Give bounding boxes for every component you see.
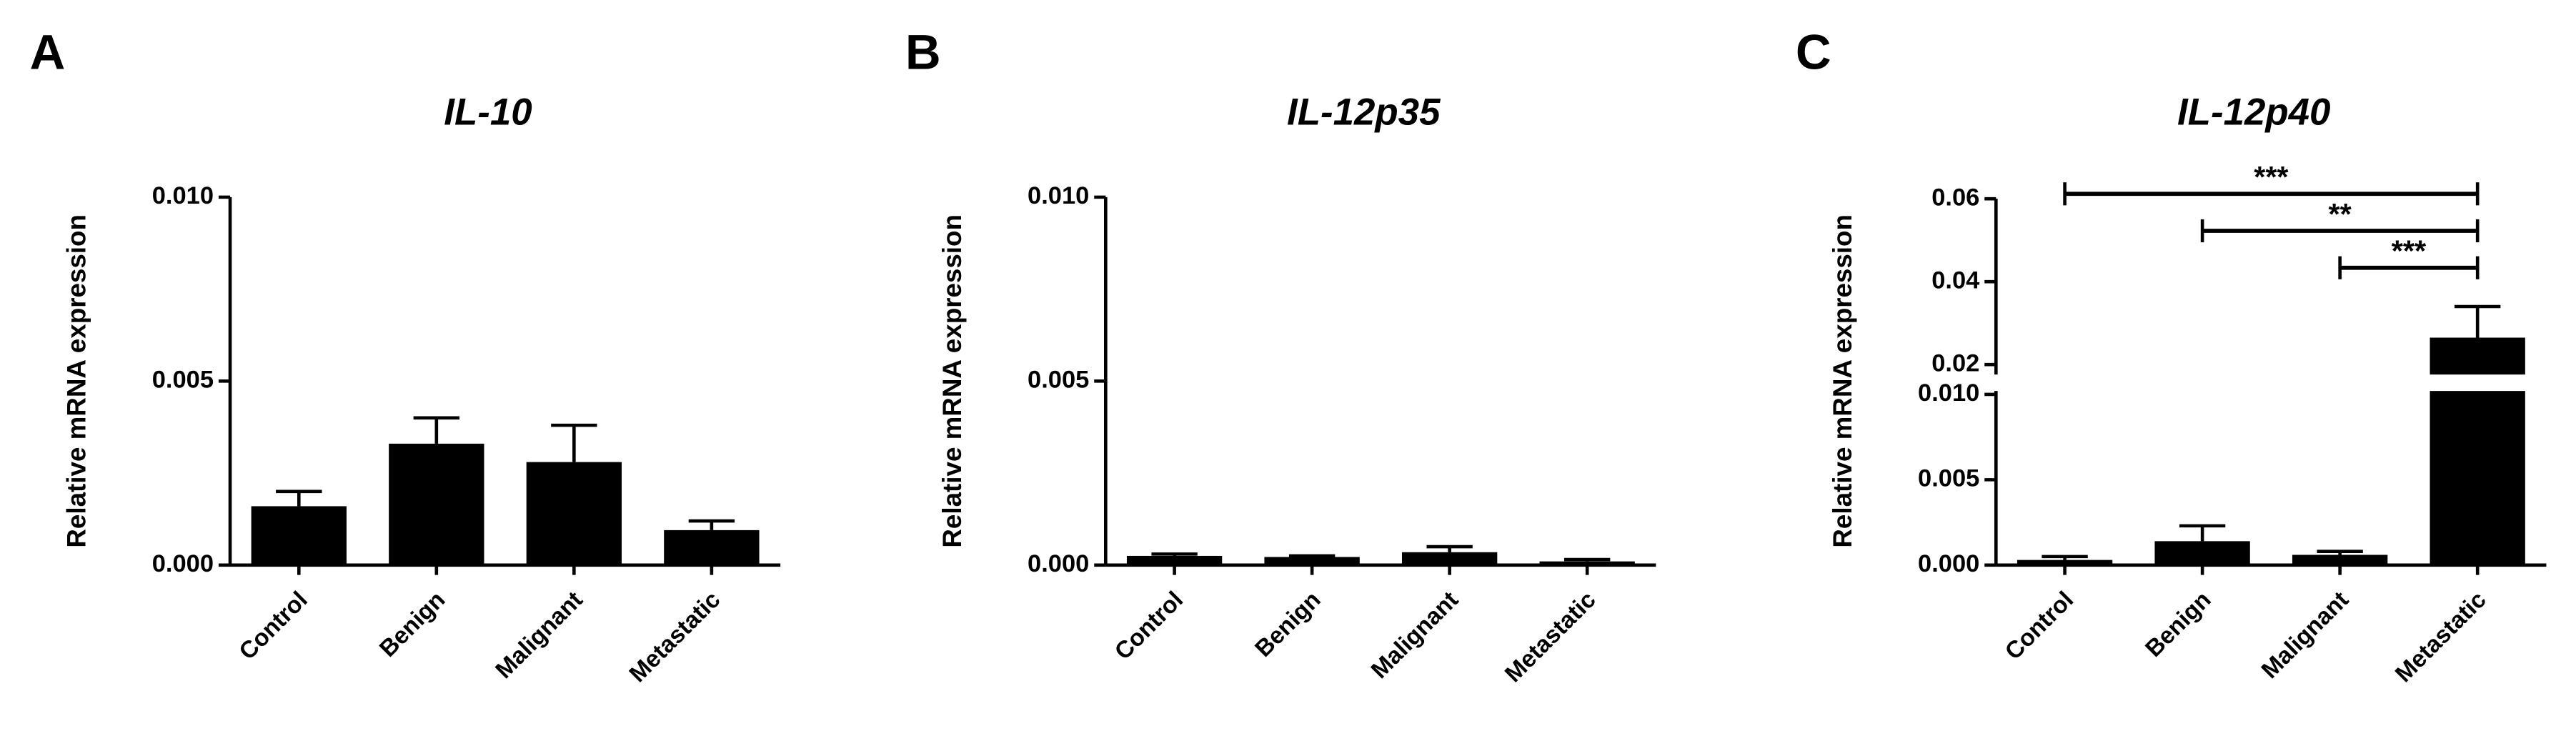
x-tick-label: Benign: [2141, 587, 2217, 662]
y-tick-label: 0.010: [152, 182, 214, 209]
y-tick-label: 0.000: [152, 550, 214, 577]
x-tick-label: Benign: [374, 587, 450, 662]
x-tick-label: Benign: [1250, 587, 1326, 662]
panel-label: C: [1796, 25, 1831, 80]
significance-label: ***: [2254, 161, 2289, 194]
bar: [2430, 337, 2525, 375]
x-tick-label: Malignant: [491, 587, 588, 684]
significance-label: **: [2329, 198, 2352, 231]
panel-label: B: [905, 25, 941, 80]
bar: [2016, 560, 2113, 565]
bar: [2292, 555, 2388, 565]
bar: [526, 462, 622, 565]
bar: [251, 506, 347, 565]
x-tick-label: Metastatic: [1500, 587, 1601, 687]
chart-title: IL-10: [444, 91, 532, 134]
x-tick-label: Control: [1110, 587, 1188, 665]
y-tick-label: 0.010: [1028, 182, 1089, 209]
x-tick-label: Malignant: [2257, 587, 2354, 684]
y-tick-label: 0.04: [1931, 267, 1979, 294]
chart-title: IL-12p40: [2177, 91, 2330, 134]
bar: [1126, 555, 1223, 565]
x-tick-label: Metastatic: [625, 587, 725, 687]
y-tick-label: 0.005: [1028, 366, 1089, 393]
x-tick-label: Malignant: [1366, 587, 1463, 684]
y-axis-label: Relative mRNA expression: [1828, 214, 1857, 548]
bar: [1539, 561, 1635, 565]
y-tick-label: 0.000: [1028, 550, 1089, 577]
y-axis-label: Relative mRNA expression: [62, 214, 91, 548]
bar: [2154, 541, 2250, 565]
chart-title: IL-12p35: [1287, 91, 1441, 134]
x-tick-label: Metastatic: [2390, 587, 2491, 687]
panel-label: A: [30, 25, 66, 80]
y-tick-label: 0.06: [1931, 184, 1979, 211]
bar: [389, 443, 484, 565]
x-tick-label: Control: [2000, 587, 2079, 665]
y-tick-label: 0.000: [1918, 550, 1979, 577]
y-tick-label: 0.005: [152, 366, 214, 393]
y-tick-label: 0.005: [1918, 464, 1979, 492]
y-tick-label: 0.02: [1931, 349, 1979, 377]
y-axis-label: Relative mRNA expression: [938, 214, 967, 548]
y-tick-label: 0.010: [1918, 379, 1979, 407]
significance-label: ***: [2392, 235, 2427, 268]
bar: [1401, 552, 1498, 565]
bar: [2430, 391, 2525, 565]
bar: [664, 529, 760, 565]
bar: [1264, 557, 1360, 565]
x-tick-label: Control: [234, 587, 313, 665]
